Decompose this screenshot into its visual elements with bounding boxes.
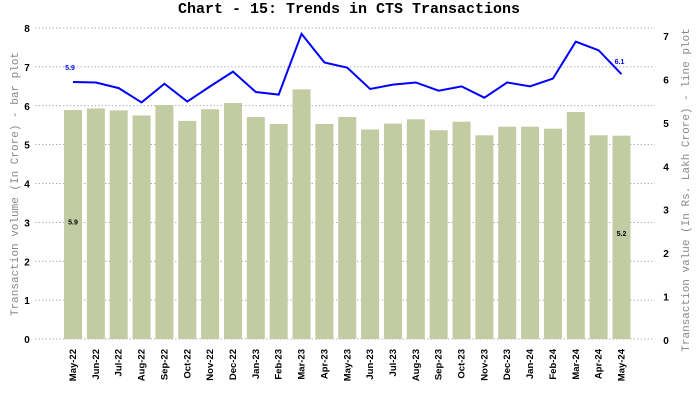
x-tick-label: Dec-23	[502, 349, 513, 380]
bar	[338, 117, 357, 340]
x-tick-label: Jun-22	[91, 349, 102, 380]
y-tick-label: 6	[24, 102, 30, 113]
y-tick-label: 5	[24, 141, 30, 152]
bar	[201, 109, 220, 339]
x-tick-label: May-22	[68, 349, 79, 381]
bar	[292, 89, 311, 339]
x-tick-label: Mar-24	[571, 348, 582, 379]
x-tick-label: Mar-23	[297, 349, 308, 380]
bar	[155, 104, 174, 339]
x-tick-label: Aug-22	[137, 349, 148, 381]
x-tick-label: Nov-22	[205, 349, 216, 381]
y-tick-label: 2	[24, 257, 30, 268]
bar	[246, 117, 265, 340]
line-data-label-last: 6.1	[615, 59, 625, 66]
x-tick-label: May-24	[617, 348, 628, 381]
y-axis-label: Transaction volume (In Crore) - bar plot	[10, 52, 22, 316]
bar	[406, 119, 425, 339]
x-tick-label: Apr-24	[594, 348, 605, 379]
x-tick-label: Aug-23	[411, 349, 422, 381]
x-tick-label: Feb-24	[548, 348, 559, 379]
bar	[589, 135, 608, 339]
line-data-label-first: 5.9	[65, 65, 75, 72]
y-tick-label: 7	[24, 63, 30, 74]
y2-tick-label: 1	[663, 293, 669, 304]
value-line	[72, 31, 623, 104]
y2-tick-label: 5	[663, 119, 669, 130]
y-tick-label: 4	[24, 180, 30, 191]
y2-tick-label: 2	[663, 249, 669, 260]
bar	[64, 110, 82, 340]
bar	[383, 123, 402, 339]
y2-tick-label: 7	[663, 32, 669, 43]
x-tick-label: Sep-22	[159, 349, 170, 380]
x-tick-label: Feb-23	[274, 349, 285, 380]
bar	[178, 120, 197, 339]
x-tick-label: Nov-23	[479, 349, 490, 381]
bar	[109, 110, 128, 339]
bar	[543, 128, 562, 339]
x-tick-label: Sep-23	[434, 349, 445, 380]
y-tick-label: 0	[24, 335, 30, 346]
y2-tick-label: 6	[663, 75, 669, 86]
bar	[612, 135, 631, 339]
x-tick-label: Oct-22	[182, 349, 193, 379]
y-tick-label: 8	[24, 24, 30, 35]
y2-tick-label: 0	[663, 336, 669, 347]
x-tick-label: Oct-23	[457, 349, 468, 379]
bar	[86, 108, 105, 339]
y2-tick-label: 4	[663, 162, 669, 173]
y2-tick-label: 3	[663, 206, 669, 217]
bar	[429, 130, 448, 339]
bar	[361, 129, 380, 339]
bar	[498, 126, 517, 340]
x-tick-label: Jan-24	[525, 348, 536, 379]
bar-data-label-first: 5.9	[68, 219, 78, 226]
x-tick-label: Jun-23	[365, 349, 376, 380]
bar-data-label-last: 5.2	[617, 231, 627, 238]
chart-title: Chart - 15: Trends in CTS Transactions	[178, 1, 520, 18]
x-tick-label: Jul-23	[388, 349, 399, 376]
bar	[269, 124, 288, 340]
bar	[521, 126, 540, 340]
x-tick-label: Jan-23	[251, 349, 262, 379]
bar	[566, 111, 585, 339]
x-tick-label: Apr-23	[319, 349, 330, 379]
y-tick-label: 3	[24, 218, 30, 229]
y2-axis-label: Transaction value (In Rs. Lakh Crore) - …	[681, 28, 693, 351]
bar	[132, 115, 151, 339]
bar	[475, 135, 494, 339]
bar	[452, 121, 471, 339]
x-tick-label: Dec-22	[228, 349, 239, 380]
bar	[315, 124, 334, 340]
x-tick-label: May-23	[342, 349, 353, 381]
bar	[223, 103, 242, 339]
x-tick-label: Jul-22	[114, 349, 125, 376]
y-tick-label: 1	[24, 296, 30, 307]
